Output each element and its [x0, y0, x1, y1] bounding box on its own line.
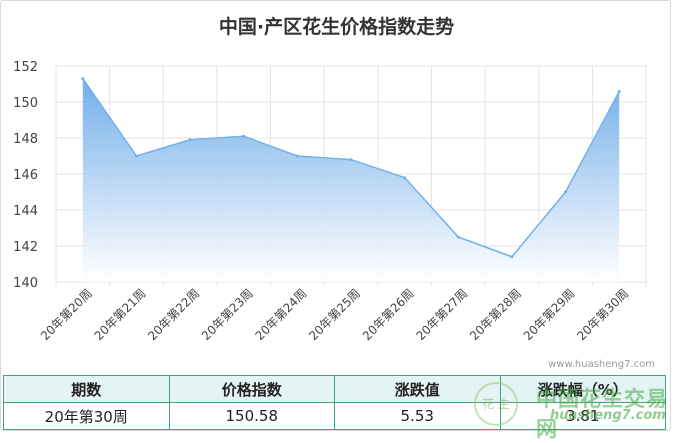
chart-title: 中国·产区花生价格指数走势: [218, 16, 455, 38]
y-tick-label: 142: [13, 240, 38, 255]
y-tick-label: 150: [13, 96, 38, 111]
data-point: [134, 154, 138, 158]
stats-header-row: 期数 价格指数 涨跌值 涨跌幅（%）: [3, 375, 666, 403]
area-layer: [81, 77, 621, 282]
data-point: [617, 90, 621, 94]
data-point: [295, 154, 299, 158]
x-tick-label: 20年第24周: [253, 286, 310, 343]
cell-period: 20年第30周: [3, 402, 170, 430]
x-tick-label: 20年第27周: [413, 286, 470, 343]
data-point: [242, 134, 246, 138]
x-tick-label: 20年第20周: [38, 286, 95, 343]
data-point: [510, 255, 514, 259]
data-point: [564, 190, 568, 194]
header-price-index: 价格指数: [168, 375, 335, 403]
x-tick-label: 20年第26周: [360, 286, 417, 343]
x-tick-label: 20年第30周: [574, 286, 631, 343]
cell-change-value: 5.53: [334, 402, 501, 430]
stats-table: 期数 价格指数 涨跌值 涨跌幅（%） 20年第30周 150.58 5.53 3…: [3, 375, 666, 430]
header-change-value: 涨跌值: [334, 375, 501, 403]
data-point: [403, 176, 407, 180]
stats-data-row: 20年第30周 150.58 5.53 3.81: [3, 402, 666, 430]
site-watermark: www.huasheng7.com: [548, 359, 655, 370]
header-change-percent: 涨跌幅（%）: [499, 375, 666, 403]
x-tick-label: 20年第25周: [306, 286, 363, 343]
y-tick-label: 148: [13, 132, 38, 147]
data-point: [188, 138, 192, 142]
y-tick-label: 140: [13, 276, 38, 291]
y-tick-label: 152: [13, 60, 38, 75]
y-tick-label: 146: [13, 168, 38, 183]
cell-price-index: 150.58: [168, 402, 335, 430]
x-tick-label: 20年第21周: [92, 286, 149, 343]
data-point: [349, 158, 353, 162]
data-point: [456, 235, 460, 239]
header-period: 期数: [3, 375, 170, 403]
y-tick-label: 144: [13, 204, 38, 219]
chart-frame: [0, 0, 671, 431]
x-tick-label: 20年第28周: [467, 286, 524, 343]
x-tick-label: 20年第22周: [145, 286, 202, 343]
x-tick-label: 20年第23周: [199, 286, 256, 343]
cell-change-percent: 3.81: [499, 402, 666, 430]
x-tick-label: 20年第29周: [521, 286, 578, 343]
data-point: [81, 77, 85, 81]
y-axis: 140 142 144 146 148 150 152: [13, 60, 38, 291]
x-axis: 20年第20周20年第21周20年第22周20年第23周20年第24周20年第2…: [38, 286, 631, 343]
series-area: [82, 78, 620, 282]
